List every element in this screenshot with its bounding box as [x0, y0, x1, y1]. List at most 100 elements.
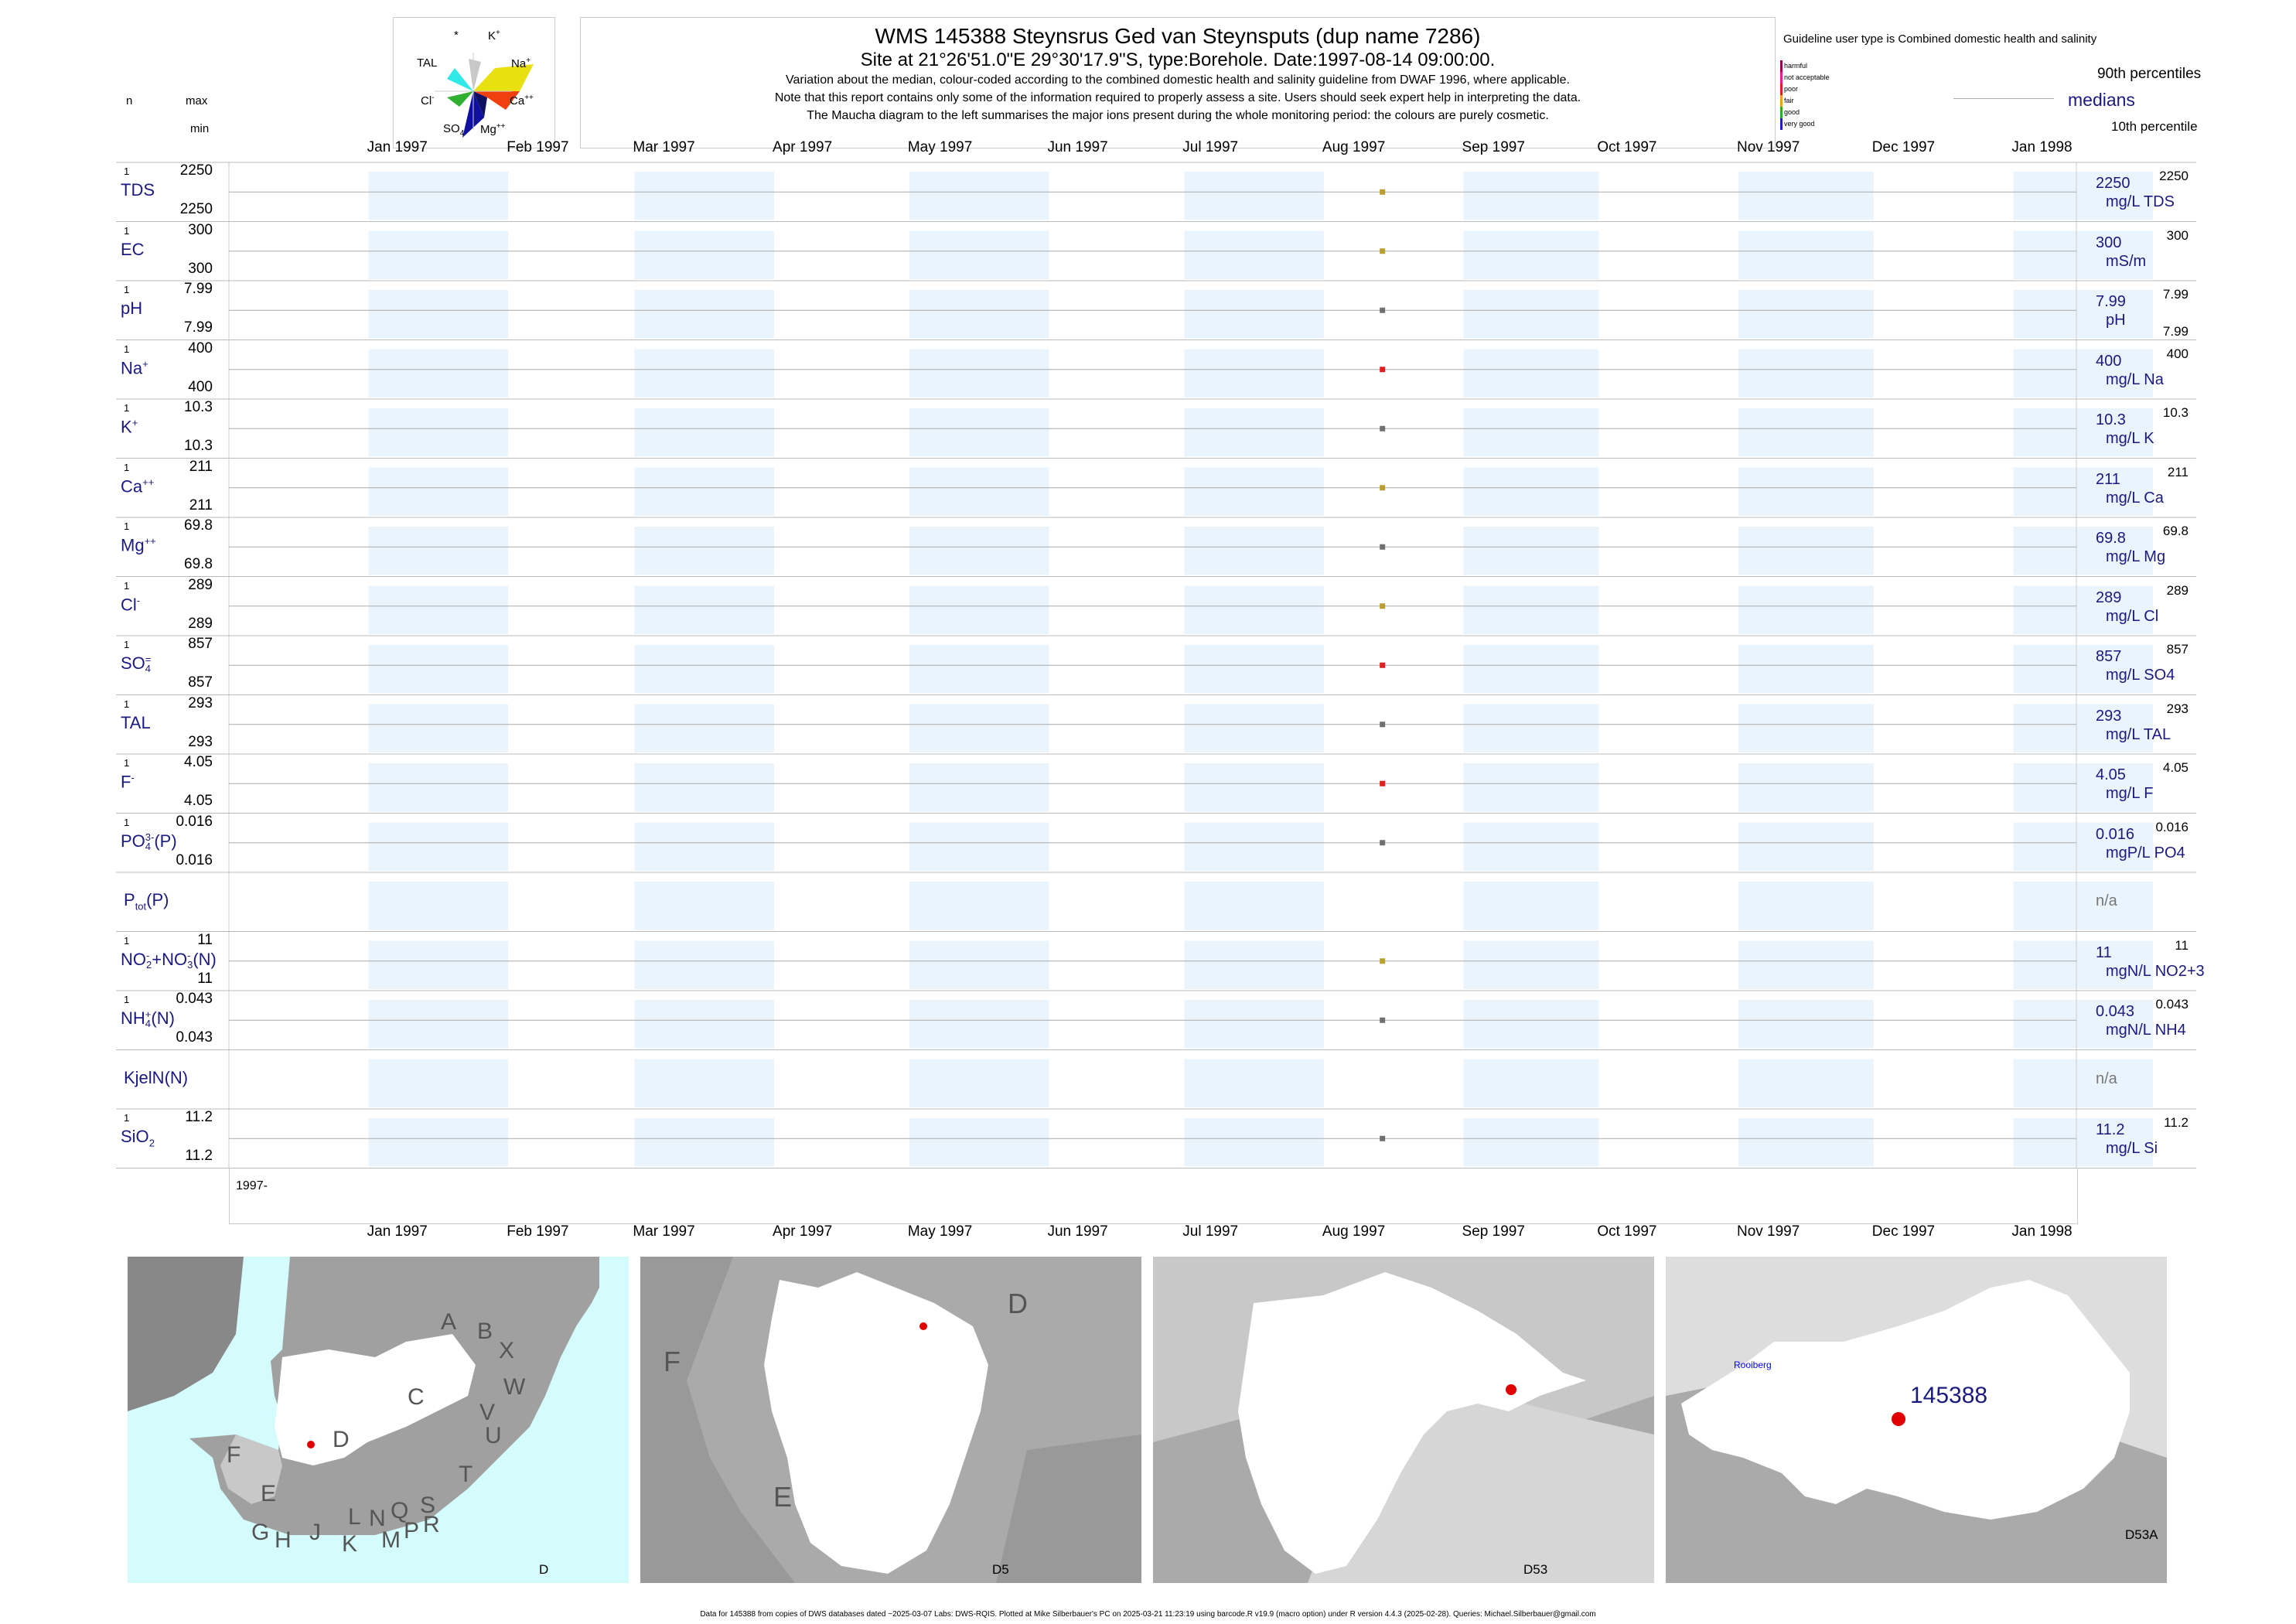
row-unit: mg/L SO4 [2106, 667, 2175, 684]
page-subtitle: Site at 21°26'51.0"E 29°30'17.9"S, type:… [860, 49, 1496, 70]
month-band [909, 1059, 1049, 1107]
legend-color-swatch [1780, 107, 1783, 118]
month-band [368, 763, 509, 812]
month-band [368, 822, 509, 871]
month-tick-label: Aug 1997 [1322, 1223, 1386, 1240]
month-band [368, 1059, 509, 1107]
footer: Data for 145388 from copies of DWS datab… [700, 1610, 1596, 1619]
month-band [2013, 408, 2154, 457]
month-band [368, 290, 509, 339]
data-point-cl [1380, 603, 1386, 609]
month-tick-label: Aug 1997 [1322, 139, 1386, 155]
month-band [2013, 527, 2154, 575]
month-tick-label: Jan 1998 [2011, 1223, 2073, 1240]
month-tick-label: Nov 1997 [1736, 1223, 1800, 1240]
month-band [2013, 822, 2154, 871]
month-band [1738, 1000, 1874, 1049]
parameter-label: K+ [121, 417, 138, 437]
data-point-sio [1380, 1135, 1386, 1141]
month-band [1738, 1059, 1874, 1107]
maucha-na-wedge [473, 64, 534, 91]
month-band [909, 704, 1049, 752]
row-min: 289 [188, 615, 213, 632]
data-point-po [1380, 840, 1386, 846]
month-tick-label: Jul 1997 [1182, 139, 1239, 155]
row-p90: 0.043 [2155, 997, 2189, 1012]
row-max: 211 [189, 458, 213, 475]
legend-class-label: poor [1784, 85, 1799, 93]
month-band [1738, 349, 1874, 397]
month-band [2013, 349, 2154, 397]
row-n: 1 [124, 579, 130, 592]
month-band [1463, 230, 1599, 279]
row-n: 1 [124, 520, 130, 532]
row-median-value: 2250 [2096, 175, 2131, 193]
map2-region-label: E [773, 1481, 793, 1513]
map2-region-label: D [1008, 1288, 1028, 1319]
maucha-label-k: K+ [488, 29, 500, 43]
month-band [1463, 349, 1599, 397]
month-tick-label: Apr 1997 [773, 1223, 833, 1240]
month-band [1184, 230, 1324, 279]
month-band [634, 763, 775, 812]
month-band [909, 940, 1049, 989]
row-max: 400 [188, 339, 213, 357]
month-band [2013, 467, 2154, 516]
row-max: 2250 [179, 162, 213, 179]
month-band [1184, 172, 1324, 220]
month-band [634, 940, 775, 989]
month-band [368, 645, 509, 694]
maucha-label-mg: Mg++ [480, 122, 506, 136]
parameter-label: Ptot(P) [124, 890, 169, 913]
row-min: 2250 [179, 201, 213, 217]
row-max: 300 [188, 221, 213, 238]
parameter-label: NH +4 (N) [121, 1008, 175, 1030]
parameter-label: SO = 4 [121, 653, 152, 675]
header-note: Variation about the median, colour-coded… [786, 73, 1570, 87]
column-header-max: max [186, 94, 208, 107]
map-catchment-d5: D F E D5 [640, 1257, 1141, 1583]
row-p90: 69.8 [2162, 524, 2189, 538]
maucha-k-wedge [469, 59, 481, 91]
row-unit: mS/m [2106, 252, 2147, 270]
month-band [634, 1000, 775, 1049]
parameter-label: KjelN(N) [124, 1067, 189, 1087]
row-unit: mgN/L NH4 [2106, 1022, 2186, 1039]
month-tick-label: Dec 1997 [1871, 1223, 1936, 1240]
month-tick-label: Feb 1997 [507, 1223, 569, 1240]
month-band [634, 349, 775, 397]
month-band [1184, 527, 1324, 575]
row-median-value: 293 [2096, 707, 2122, 725]
data-point-mg [1380, 544, 1386, 550]
maucha-label-na: Na+ [511, 56, 531, 70]
month-band [909, 467, 1049, 516]
month-tick-label: Sep 1997 [1462, 139, 1525, 155]
row-n: 1 [124, 284, 130, 295]
month-band [1738, 467, 1874, 516]
legend-class-label: fair [1784, 97, 1794, 104]
month-band [368, 408, 509, 457]
month-band [1738, 230, 1874, 279]
map-site-marker [1892, 1412, 1905, 1426]
maucha-diagram: * K+ TAL Na+ Cl- Ca++ SO4 Mg++ [393, 17, 555, 148]
maucha-chart [435, 53, 534, 138]
month-band [909, 408, 1049, 457]
month-band [2013, 704, 2154, 752]
map2-label: D5 [992, 1562, 1009, 1577]
data-point-tds [1380, 189, 1386, 195]
month-band [2013, 1059, 2154, 1107]
month-band [1738, 822, 1874, 871]
row-max: 289 [188, 576, 213, 593]
month-tick-label: Nov 1997 [1736, 139, 1800, 155]
map-d53a-graphic [1666, 1257, 2167, 1583]
legend-color-swatch [1780, 84, 1783, 95]
month-band [1463, 1000, 1599, 1049]
row-p10: 7.99 [2162, 324, 2189, 339]
parameter-label: Cl- [121, 594, 141, 615]
month-band [634, 230, 775, 279]
month-band [1463, 585, 1599, 634]
month-band [368, 704, 509, 752]
data-point-ph [1380, 307, 1386, 313]
map-catchment-d53a: Rooiberg 145388 D53A [1666, 1257, 2167, 1583]
month-band [909, 822, 1049, 871]
